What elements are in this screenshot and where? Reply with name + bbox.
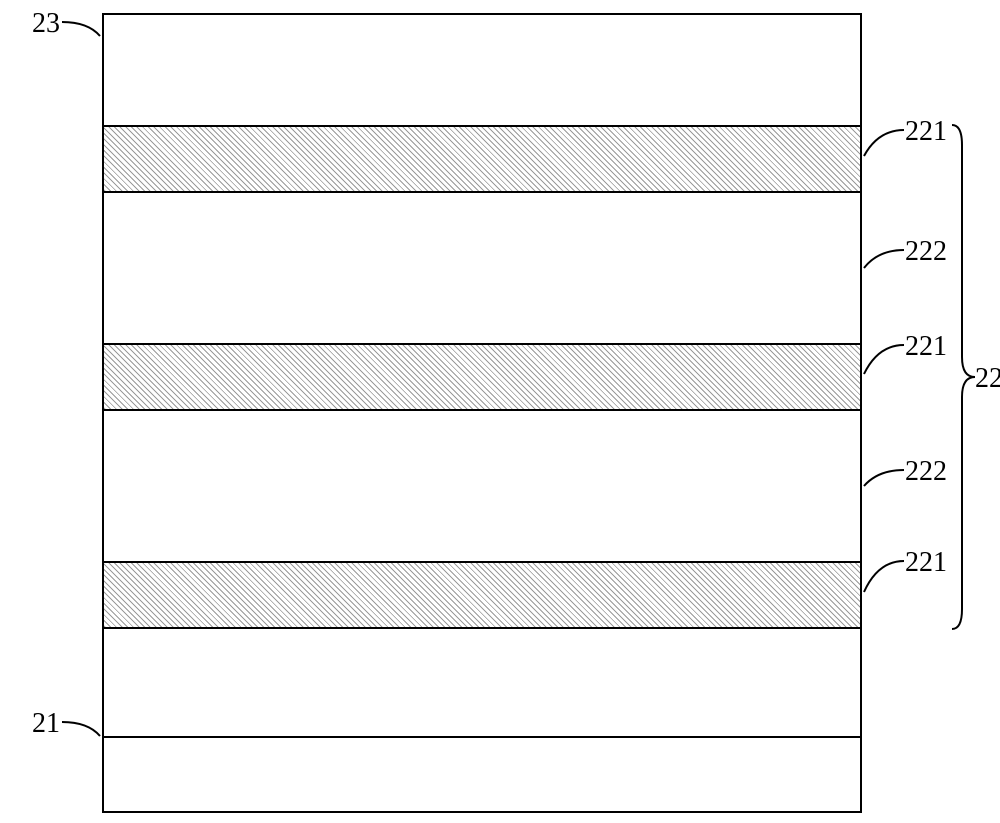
inner-divider — [102, 736, 862, 738]
leader-222-b — [864, 470, 904, 486]
label-222-b: 222 — [905, 456, 947, 488]
layer-hatched-2 — [102, 343, 862, 411]
label-222-a: 222 — [905, 236, 947, 268]
label-221-b: 221 — [905, 331, 947, 363]
leader-21 — [62, 722, 100, 736]
leader-222-a — [864, 250, 904, 268]
label-221-a: 221 — [905, 116, 947, 148]
diagram-canvas: 23 21 221 222 221 222 221 22 — [0, 0, 1000, 823]
brace-22-bottom — [952, 377, 975, 629]
leader-221-a — [864, 130, 904, 156]
label-221-c: 221 — [905, 547, 947, 579]
brace-22-top — [952, 125, 975, 377]
leader-23 — [62, 22, 100, 36]
label-23: 23 — [32, 8, 60, 40]
leader-221-b — [864, 345, 904, 374]
label-21: 21 — [32, 708, 60, 740]
layer-hatched-3 — [102, 561, 862, 629]
leader-221-c — [864, 561, 904, 592]
label-22-brace: 22 — [975, 363, 1000, 395]
layer-hatched-1 — [102, 125, 862, 193]
